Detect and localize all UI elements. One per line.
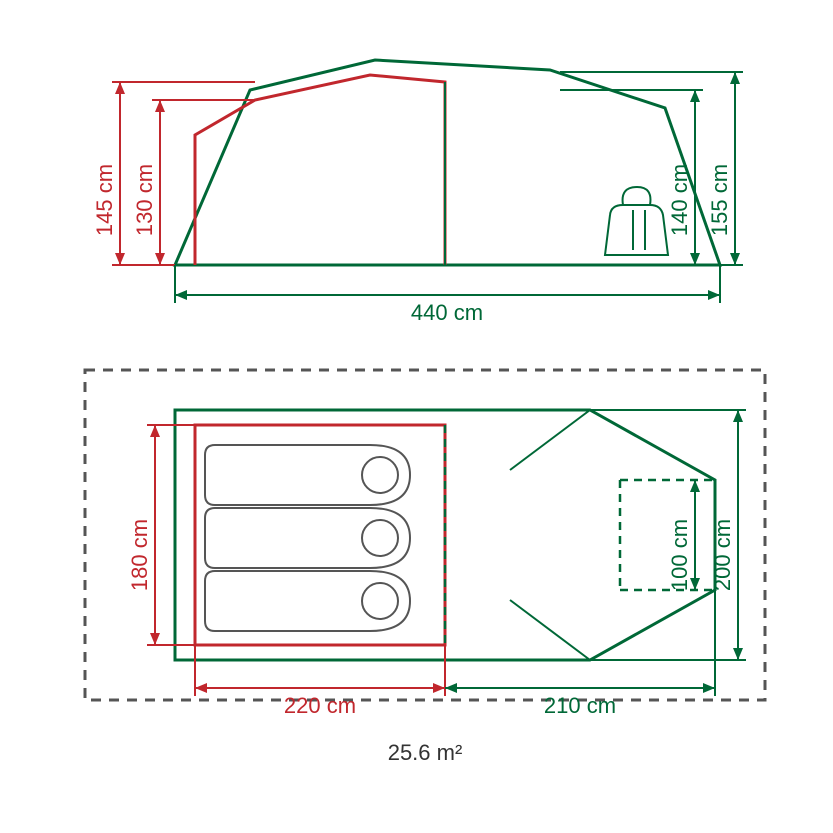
dim-180-label: 180 cm xyxy=(127,519,152,591)
bag-icon xyxy=(605,187,668,255)
plan-view: 180 cm 200 cm 100 cm 220 cm xyxy=(85,370,765,765)
dim-200-label: 200 cm xyxy=(710,519,735,591)
dim-left-outer: 145 cm xyxy=(92,82,255,265)
dim-210-label: 210 cm xyxy=(544,693,616,718)
sleeping-bags xyxy=(205,445,410,631)
dim-sleeping-length: 220 cm xyxy=(195,645,445,718)
dim-145-label: 145 cm xyxy=(92,164,117,236)
dim-440-label: 440 cm xyxy=(411,300,483,325)
sleeping-bag-3 xyxy=(205,571,410,631)
dim-220-label: 220 cm xyxy=(284,693,356,718)
dim-140-label: 140 cm xyxy=(667,164,692,236)
dim-130-label: 130 cm xyxy=(132,164,157,236)
sleeping-bag-1 xyxy=(205,445,410,505)
footprint-rect xyxy=(85,370,765,700)
dim-100-label: 100 cm xyxy=(667,519,692,591)
sleeping-bag-2 xyxy=(205,508,410,568)
dim-total-length: 440 cm xyxy=(175,265,720,325)
guy-bl xyxy=(510,600,590,660)
dim-155-label: 155 cm xyxy=(707,164,732,236)
dim-right-outer: 155 cm xyxy=(560,72,743,265)
footprint-area-label: 25.6 m² xyxy=(388,740,463,765)
dim-right-inner: 140 cm xyxy=(560,90,703,265)
tent-inner-profile xyxy=(195,75,445,265)
dim-inner-width: 180 cm xyxy=(127,425,195,645)
dim-opening-width: 100 cm xyxy=(667,480,700,591)
guy-tl xyxy=(510,410,590,470)
side-view: 145 cm 130 cm 140 cm 155 cm xyxy=(92,60,743,325)
